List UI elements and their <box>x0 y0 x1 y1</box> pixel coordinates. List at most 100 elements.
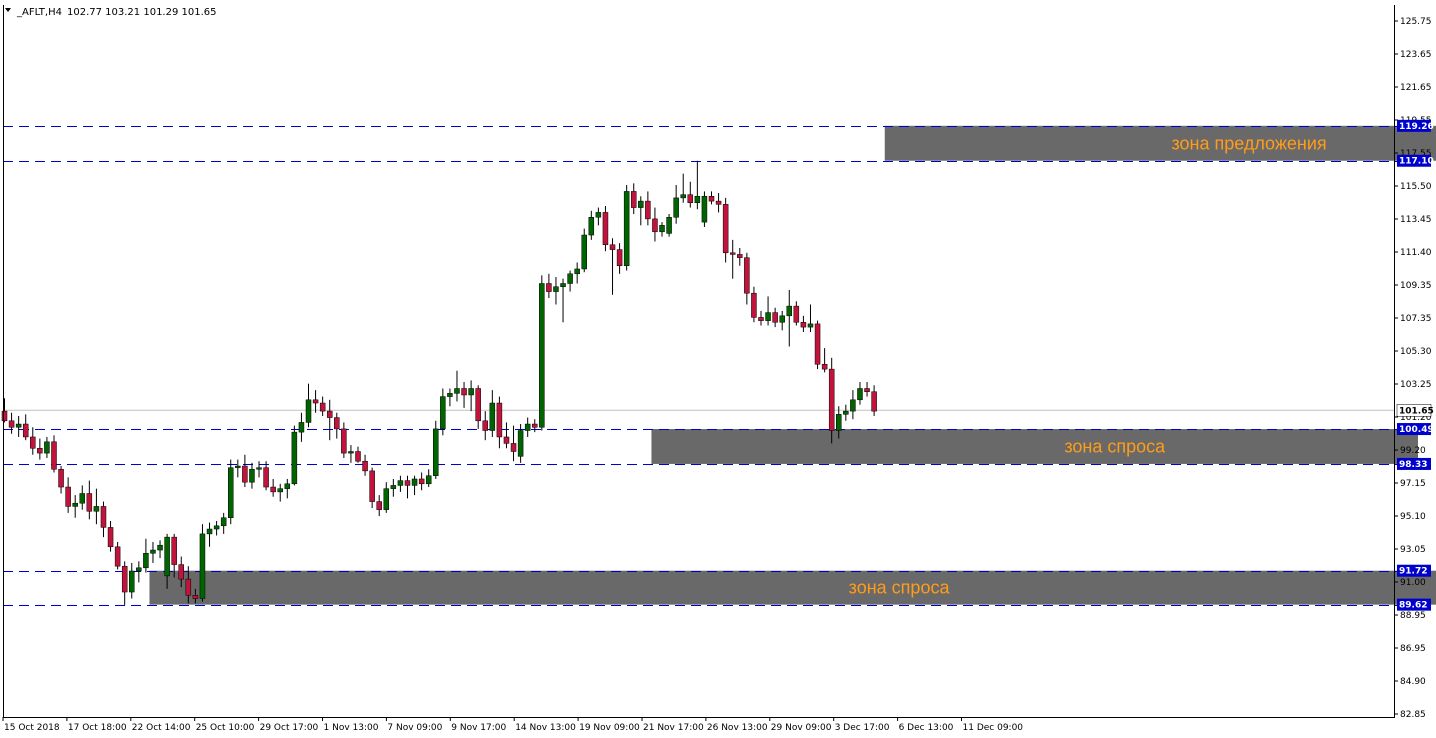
dropdown-arrow-icon[interactable] <box>5 8 11 12</box>
candle-body <box>687 194 694 203</box>
candle <box>630 183 637 215</box>
candle <box>291 425 298 486</box>
candle-body <box>37 448 43 454</box>
x-tick-label: 11 Dec 09:00 <box>963 723 1024 733</box>
candle <box>638 196 644 226</box>
level-badge <box>1397 457 1431 470</box>
candle-body <box>334 417 340 430</box>
candle <box>376 495 382 517</box>
candle <box>8 412 15 434</box>
candle-body <box>616 249 623 266</box>
candle <box>751 286 757 323</box>
candle <box>737 247 743 266</box>
x-tick-label: 1 Nov 13:00 <box>324 723 379 733</box>
y-tick-label: 111.40 <box>1400 248 1432 258</box>
candle <box>539 275 545 431</box>
candle-body <box>30 436 36 449</box>
zone-label-demand-lower: зона спроса <box>849 578 951 598</box>
candle-body <box>595 212 602 218</box>
candle-body <box>532 423 538 428</box>
candle-body <box>609 244 616 250</box>
candle-body <box>206 528 213 535</box>
candle <box>390 478 397 497</box>
candle-body <box>737 254 743 258</box>
candle <box>765 296 771 326</box>
candle <box>348 445 354 463</box>
x-tick-label: 21 Nov 17:00 <box>643 723 704 733</box>
candle-body <box>666 217 672 234</box>
candle <box>814 320 821 370</box>
x-tick-label: 7 Nov 09:00 <box>387 723 442 733</box>
candle <box>1 398 8 423</box>
zone-supply <box>884 125 1436 161</box>
candle-body <box>312 399 319 404</box>
candle-body <box>425 475 432 485</box>
candle-body <box>51 441 57 470</box>
candle <box>828 357 835 444</box>
candle <box>673 184 679 224</box>
candle-body <box>440 396 446 430</box>
candle <box>383 482 390 513</box>
ohlc-label: 102.77 103.21 101.29 101.65 <box>67 7 217 18</box>
candle-body <box>404 480 411 486</box>
zone-demand-upper <box>651 429 1418 464</box>
candle <box>312 390 319 413</box>
candle-body <box>305 399 312 423</box>
candle <box>213 520 220 536</box>
candle-body <box>319 402 326 412</box>
candle-body <box>263 467 269 488</box>
candle-body <box>418 478 425 485</box>
candle-body <box>517 430 524 457</box>
candle-body <box>72 502 78 507</box>
candle <box>235 459 241 478</box>
candle-body <box>100 506 107 528</box>
candle-body <box>270 486 276 493</box>
candle <box>786 289 793 347</box>
candle-body <box>461 388 467 396</box>
candle-body <box>397 480 404 486</box>
candle-body <box>623 191 630 266</box>
x-tick-label: 26 Nov 13:00 <box>707 723 768 733</box>
levels-layer <box>3 126 1408 606</box>
candle <box>623 184 630 271</box>
candle <box>425 469 432 488</box>
level-badge <box>1397 423 1431 436</box>
candle <box>609 238 616 295</box>
candle-body <box>291 431 298 485</box>
current-price-label: 101.65 <box>1399 406 1434 416</box>
candle-body <box>348 451 354 454</box>
candle-body <box>150 549 156 554</box>
candle <box>51 435 57 473</box>
candle-body <box>553 286 559 292</box>
candle <box>680 173 686 203</box>
candle <box>192 588 199 604</box>
candle-body <box>65 486 71 507</box>
x-tick-label: 9 Nov 17:00 <box>451 723 506 733</box>
candle-body <box>793 305 800 323</box>
level-badge <box>1397 119 1431 132</box>
candle-body <box>298 422 305 433</box>
candle-body <box>143 553 149 569</box>
candle-body <box>843 410 849 415</box>
candle-body <box>355 451 361 462</box>
candle-body <box>786 305 793 317</box>
candle-body <box>588 217 595 236</box>
candle <box>199 524 206 602</box>
candle-body <box>708 196 715 202</box>
candle-body <box>602 212 609 245</box>
candle <box>560 278 566 323</box>
candle-body <box>715 200 722 205</box>
y-tick-label: 82.85 <box>1400 710 1426 720</box>
candle-body <box>447 393 453 397</box>
candle-body <box>871 391 877 412</box>
candle-body <box>638 200 644 208</box>
candle <box>326 399 333 441</box>
candle <box>482 411 489 441</box>
candle <box>44 436 50 458</box>
level-badge <box>1397 154 1431 167</box>
candle <box>524 417 531 437</box>
candle <box>206 522 213 547</box>
candle-body <box>390 485 397 489</box>
candle <box>334 412 340 439</box>
candle <box>503 422 510 449</box>
